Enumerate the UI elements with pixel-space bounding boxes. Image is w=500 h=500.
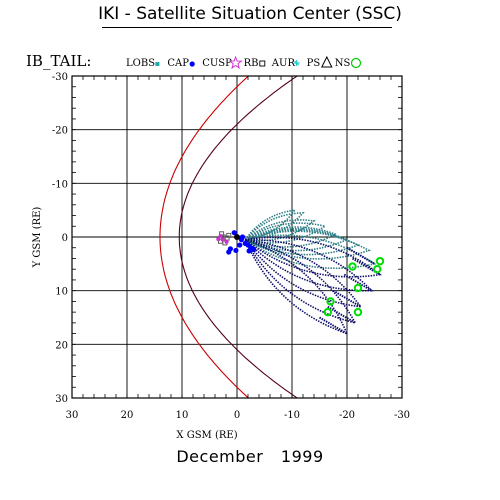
date-month: December — [176, 447, 264, 466]
orbit-trajectory — [244, 238, 363, 308]
orbit-trajectory — [244, 234, 377, 270]
orbit-trajectory-segment — [332, 289, 362, 308]
bow_shock-curve — [178, 76, 299, 398]
cusp-point — [238, 237, 244, 243]
legend-marker-cap — [189, 61, 195, 67]
ns-point — [353, 307, 363, 317]
aur-point — [220, 237, 225, 242]
legend-label-cap: CAP — [167, 58, 189, 69]
legend-marker-aur-stroke — [294, 60, 300, 66]
plot-content — [159, 76, 385, 398]
y-tick-label: -30 — [52, 72, 68, 83]
legend-label-cusp: CUSP — [202, 58, 232, 69]
trajectories — [244, 209, 382, 335]
aur-point — [218, 233, 223, 238]
orbit-trajectory — [244, 238, 349, 335]
legend-label-rb: RB — [244, 58, 259, 69]
legend-marker-rb — [259, 60, 266, 67]
orbit-trajectory-segment — [343, 273, 373, 292]
x-tick-label: 30 — [66, 410, 79, 421]
x-tick-label: -10 — [284, 410, 300, 421]
legend-label-lobs: LOBS — [126, 58, 155, 69]
ticks — [71, 75, 403, 399]
legend-marker-ns — [350, 57, 362, 69]
orbit-trajectory-segment — [318, 316, 348, 335]
aur-point — [216, 237, 221, 242]
page-title: IKI - Satellite Situation Center (SSC) — [98, 4, 402, 24]
legend-marker-lobs — [155, 62, 160, 66]
legend-label-aur: AUR — [271, 58, 296, 69]
ns-point — [323, 307, 332, 317]
orbit-trajectory — [244, 229, 361, 256]
orbit-trajectory — [244, 238, 374, 292]
markers — [216, 230, 385, 317]
cusp-point — [237, 242, 243, 248]
y-tick-label: -10 — [52, 179, 68, 190]
cusp-point — [250, 246, 257, 252]
earth-marker — [234, 234, 240, 240]
ns-point — [348, 262, 357, 271]
cusp-point — [246, 248, 252, 254]
tick-labels: 30 20 10 0 -10 -20 -30 -30 -20 -10 0 10 20 30 — [52, 72, 410, 421]
orbit-trajectory — [244, 236, 382, 278]
ns-point — [326, 297, 335, 306]
x-tick-label: 0 — [234, 410, 240, 421]
y-tick-label: 20 — [55, 340, 68, 351]
orbit-trajectory — [244, 222, 327, 244]
y-tick-label: 10 — [55, 287, 68, 298]
magnetopause-curve — [159, 76, 250, 398]
legend-marker-ps — [320, 55, 333, 68]
aur-point — [224, 239, 229, 244]
cusp-point — [231, 230, 237, 236]
y-tick-label: 0 — [62, 233, 68, 244]
title-underline — [102, 27, 392, 28]
x-tick-label: -20 — [339, 410, 355, 421]
y-tick-label: 30 — [55, 394, 68, 405]
orbit-trajectory — [244, 230, 372, 260]
cusp-point — [233, 247, 239, 254]
legend-title: IB_TAIL: — [26, 52, 91, 70]
ns-point — [353, 283, 363, 293]
orbit-trajectory-segment — [346, 246, 376, 265]
date-caption: December 1999 — [0, 447, 500, 466]
orbit-trajectory-segment — [327, 305, 356, 324]
legend-items: LOBS CAP CUSP RB AUR PS NS — [126, 55, 362, 70]
y-axis-label: Y GSM (RE) — [32, 207, 43, 269]
x-tick-label: 20 — [121, 410, 134, 421]
x-tick-label: -30 — [394, 410, 410, 421]
rb-point — [226, 232, 232, 238]
cusp-point — [226, 249, 232, 255]
legend-label-ps: PS — [307, 58, 321, 69]
orbit-trajectory — [244, 226, 339, 248]
orbit-trajectory — [244, 238, 357, 325]
legend-marker-aur — [293, 60, 300, 66]
ns-point — [375, 256, 385, 266]
legend-label-ns: NS — [335, 58, 351, 69]
ns-point — [373, 265, 382, 274]
legend-marker-cusp — [228, 55, 243, 70]
x-axis-label: X GSM (RE) — [176, 430, 237, 441]
x-tick-label: 10 — [176, 410, 189, 421]
orbit-trajectory-segment — [351, 257, 381, 276]
boundaries — [159, 76, 299, 398]
y-tick-label: -20 — [52, 126, 68, 137]
date-year: 1999 — [280, 447, 324, 466]
legend: IB_TAIL: LOBS CAP CUSP RB AUR PS NS — [26, 52, 362, 70]
